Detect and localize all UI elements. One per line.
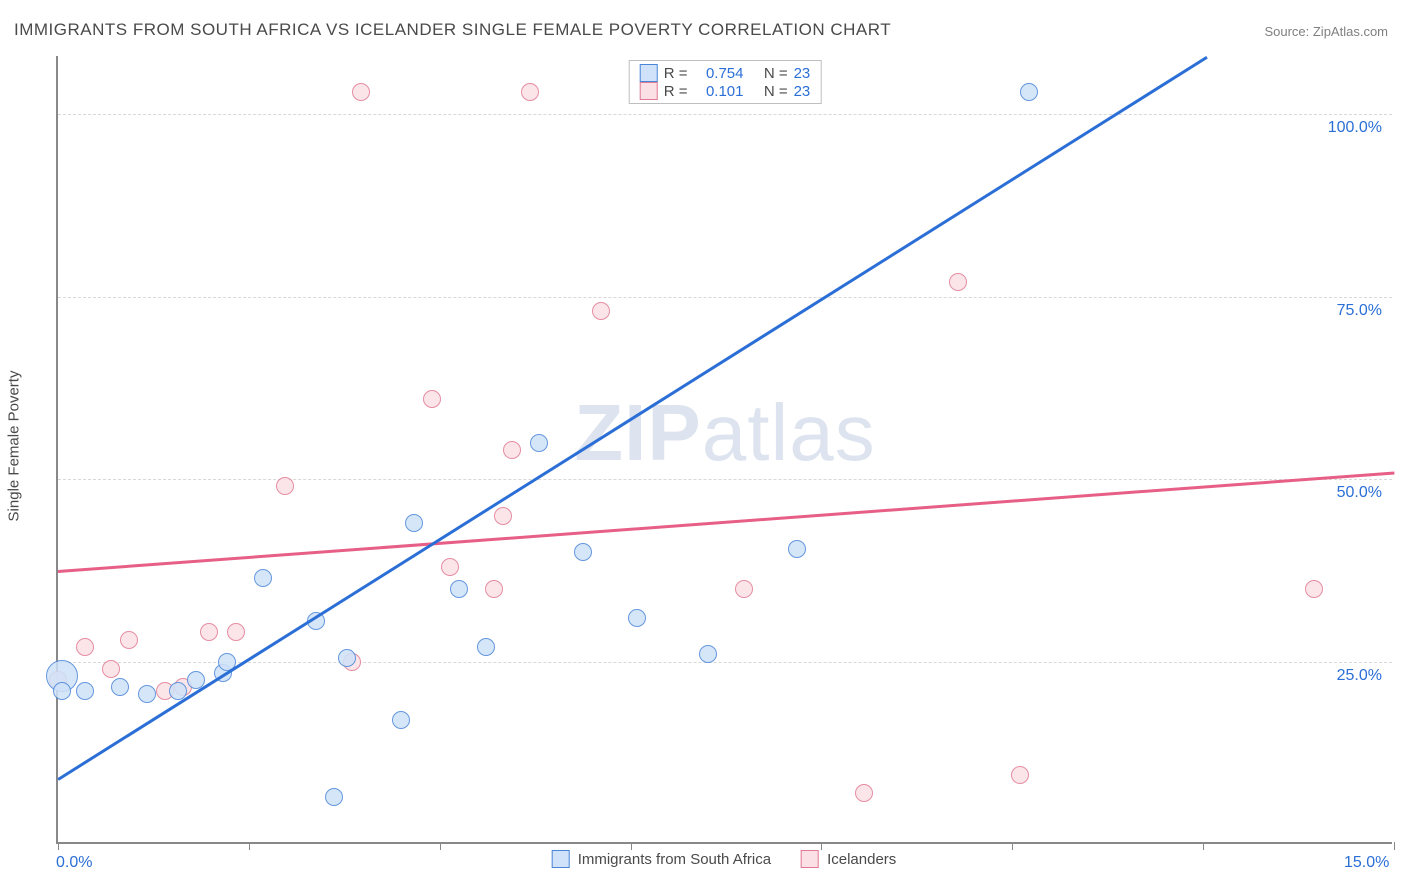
x-tick bbox=[58, 842, 59, 850]
legend-series-item: Immigrants from South Africa bbox=[552, 850, 771, 868]
point-icelanders bbox=[503, 441, 521, 459]
point-south-africa bbox=[477, 638, 495, 656]
r-value: 0.101 bbox=[693, 83, 743, 100]
point-icelanders bbox=[76, 638, 94, 656]
chart-title: IMMIGRANTS FROM SOUTH AFRICA VS ICELANDE… bbox=[14, 20, 891, 40]
point-icelanders bbox=[494, 507, 512, 525]
point-icelanders bbox=[423, 390, 441, 408]
legend-series-item: Icelanders bbox=[801, 850, 896, 868]
legend-swatch-blue bbox=[640, 64, 658, 82]
x-axis-min-label: 0.0% bbox=[56, 854, 92, 872]
n-label: N = bbox=[764, 83, 788, 100]
point-icelanders bbox=[276, 477, 294, 495]
legend-correlation-row: R = 0.754 N = 23 bbox=[640, 64, 811, 82]
point-icelanders bbox=[735, 580, 753, 598]
point-south-africa bbox=[530, 434, 548, 452]
legend-series-label: Immigrants from South Africa bbox=[578, 851, 771, 868]
point-icelanders bbox=[521, 83, 539, 101]
chart-container: IMMIGRANTS FROM SOUTH AFRICA VS ICELANDE… bbox=[0, 0, 1406, 892]
point-icelanders bbox=[441, 558, 459, 576]
point-icelanders bbox=[949, 273, 967, 291]
watermark-zip: ZIP bbox=[574, 388, 701, 477]
legend-series: Immigrants from South Africa Icelanders bbox=[552, 850, 897, 868]
x-tick bbox=[249, 842, 250, 850]
y-tick-label: 50.0% bbox=[1337, 484, 1382, 502]
r-label: R = bbox=[664, 83, 688, 100]
trendline-south-africa bbox=[57, 56, 1207, 780]
x-tick bbox=[1394, 842, 1395, 850]
point-icelanders bbox=[200, 623, 218, 641]
gridline bbox=[58, 662, 1392, 663]
x-tick bbox=[821, 842, 822, 850]
n-value: 23 bbox=[794, 83, 811, 100]
point-south-africa bbox=[450, 580, 468, 598]
point-south-africa bbox=[392, 711, 410, 729]
gridline bbox=[58, 297, 1392, 298]
point-icelanders bbox=[120, 631, 138, 649]
legend-swatch-blue bbox=[552, 850, 570, 868]
trendline-icelanders bbox=[58, 472, 1394, 573]
legend-correlation-row: R = 0.101 N = 23 bbox=[640, 82, 811, 100]
n-value: 23 bbox=[794, 65, 811, 82]
r-value: 0.754 bbox=[693, 65, 743, 82]
legend-swatch-pink bbox=[801, 850, 819, 868]
point-icelanders bbox=[855, 784, 873, 802]
point-south-africa bbox=[254, 569, 272, 587]
point-icelanders bbox=[485, 580, 503, 598]
y-axis-label: Single Female Poverty bbox=[6, 371, 23, 522]
point-icelanders bbox=[1305, 580, 1323, 598]
y-tick-label: 100.0% bbox=[1328, 119, 1382, 137]
point-icelanders bbox=[1011, 766, 1029, 784]
point-south-africa bbox=[53, 682, 71, 700]
y-tick-label: 25.0% bbox=[1337, 667, 1382, 685]
point-south-africa bbox=[338, 649, 356, 667]
point-south-africa bbox=[111, 678, 129, 696]
point-south-africa bbox=[1020, 83, 1038, 101]
point-icelanders bbox=[227, 623, 245, 641]
watermark-atlas: atlas bbox=[702, 388, 876, 477]
point-icelanders bbox=[102, 660, 120, 678]
y-tick-label: 75.0% bbox=[1337, 302, 1382, 320]
point-south-africa bbox=[574, 543, 592, 561]
point-south-africa bbox=[699, 645, 717, 663]
source-attribution: Source: ZipAtlas.com bbox=[1264, 24, 1388, 39]
point-south-africa bbox=[405, 514, 423, 532]
x-tick bbox=[1012, 842, 1013, 850]
r-label: R = bbox=[664, 65, 688, 82]
legend-correlation: R = 0.754 N = 23 R = 0.101 N = 23 bbox=[629, 60, 822, 104]
watermark: ZIPatlas bbox=[574, 387, 875, 479]
plot-area: ZIPatlas R = 0.754 N = 23 R = 0.101 N = 23 25… bbox=[56, 56, 1392, 844]
x-tick bbox=[631, 842, 632, 850]
point-icelanders bbox=[592, 302, 610, 320]
point-south-africa bbox=[628, 609, 646, 627]
x-axis-max-label: 15.0% bbox=[1344, 854, 1389, 872]
legend-series-label: Icelanders bbox=[827, 851, 896, 868]
point-south-africa bbox=[788, 540, 806, 558]
n-label: N = bbox=[764, 65, 788, 82]
point-south-africa bbox=[138, 685, 156, 703]
legend-swatch-pink bbox=[640, 82, 658, 100]
point-south-africa bbox=[76, 682, 94, 700]
gridline bbox=[58, 114, 1392, 115]
point-icelanders bbox=[352, 83, 370, 101]
x-tick bbox=[1203, 842, 1204, 850]
x-tick bbox=[440, 842, 441, 850]
gridline bbox=[58, 479, 1392, 480]
point-south-africa bbox=[325, 788, 343, 806]
